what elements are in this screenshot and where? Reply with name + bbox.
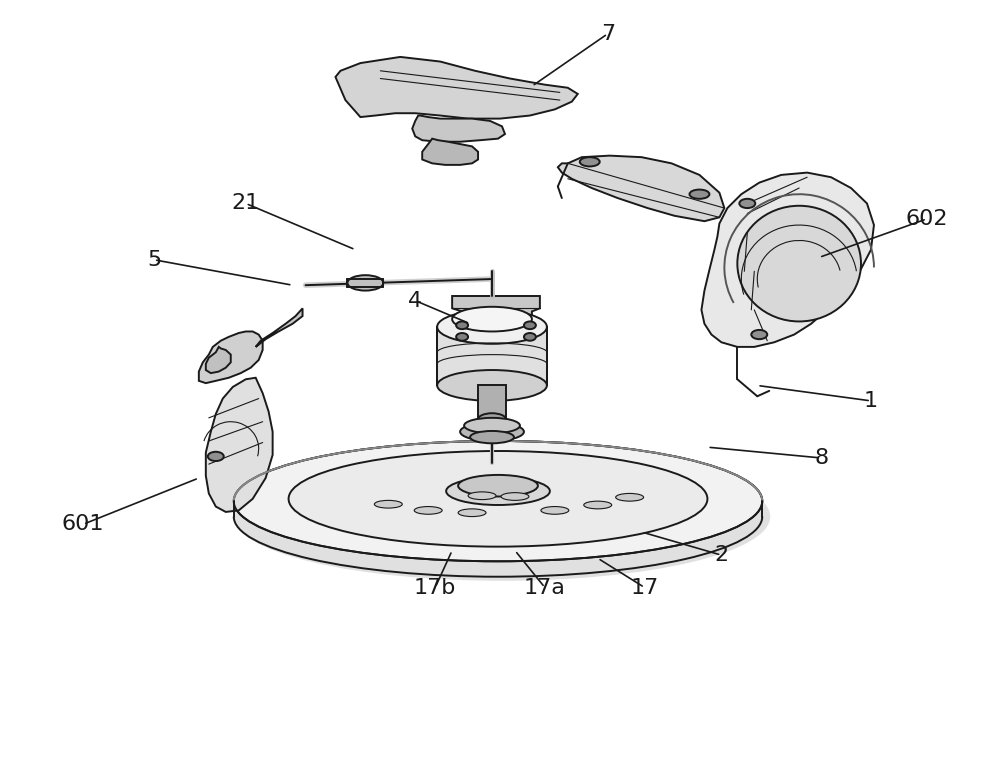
Polygon shape	[199, 331, 263, 383]
Ellipse shape	[689, 190, 709, 199]
Ellipse shape	[414, 506, 442, 514]
Text: 602: 602	[906, 209, 948, 229]
Ellipse shape	[501, 493, 529, 500]
Ellipse shape	[616, 494, 644, 501]
Text: 17b: 17b	[414, 577, 456, 598]
Ellipse shape	[458, 475, 538, 496]
Text: 17a: 17a	[524, 577, 566, 598]
Ellipse shape	[437, 310, 547, 344]
Ellipse shape	[464, 418, 520, 433]
Text: 17: 17	[630, 577, 659, 598]
Text: 21: 21	[232, 194, 260, 214]
Ellipse shape	[374, 500, 402, 508]
Polygon shape	[558, 156, 724, 221]
Ellipse shape	[437, 370, 547, 401]
Ellipse shape	[524, 333, 536, 341]
Polygon shape	[452, 296, 540, 350]
Ellipse shape	[470, 431, 514, 444]
Text: 5: 5	[147, 250, 161, 270]
Polygon shape	[412, 115, 505, 142]
Ellipse shape	[478, 413, 506, 426]
Ellipse shape	[737, 206, 861, 321]
Ellipse shape	[452, 307, 532, 331]
Ellipse shape	[234, 441, 762, 561]
Ellipse shape	[456, 333, 468, 341]
Text: 2: 2	[714, 545, 728, 565]
Text: 4: 4	[408, 290, 422, 310]
Ellipse shape	[289, 451, 707, 546]
Text: 601: 601	[62, 514, 104, 534]
Ellipse shape	[468, 492, 496, 499]
Text: 1: 1	[864, 391, 878, 411]
Ellipse shape	[347, 276, 383, 290]
Ellipse shape	[524, 321, 536, 329]
Ellipse shape	[541, 506, 569, 514]
Text: 7: 7	[601, 24, 615, 44]
Ellipse shape	[456, 321, 468, 329]
Ellipse shape	[446, 478, 550, 505]
Polygon shape	[437, 327, 547, 385]
Ellipse shape	[751, 330, 767, 339]
Polygon shape	[701, 173, 874, 347]
Ellipse shape	[235, 454, 769, 580]
Ellipse shape	[208, 452, 224, 461]
Polygon shape	[206, 347, 231, 373]
Polygon shape	[422, 139, 478, 165]
Ellipse shape	[584, 501, 612, 509]
Polygon shape	[206, 378, 273, 512]
Polygon shape	[256, 308, 303, 347]
Ellipse shape	[739, 199, 755, 208]
Ellipse shape	[458, 509, 486, 516]
Polygon shape	[478, 385, 506, 420]
Polygon shape	[335, 57, 578, 118]
Ellipse shape	[460, 423, 524, 441]
Text: 8: 8	[814, 448, 828, 468]
Ellipse shape	[580, 157, 600, 166]
